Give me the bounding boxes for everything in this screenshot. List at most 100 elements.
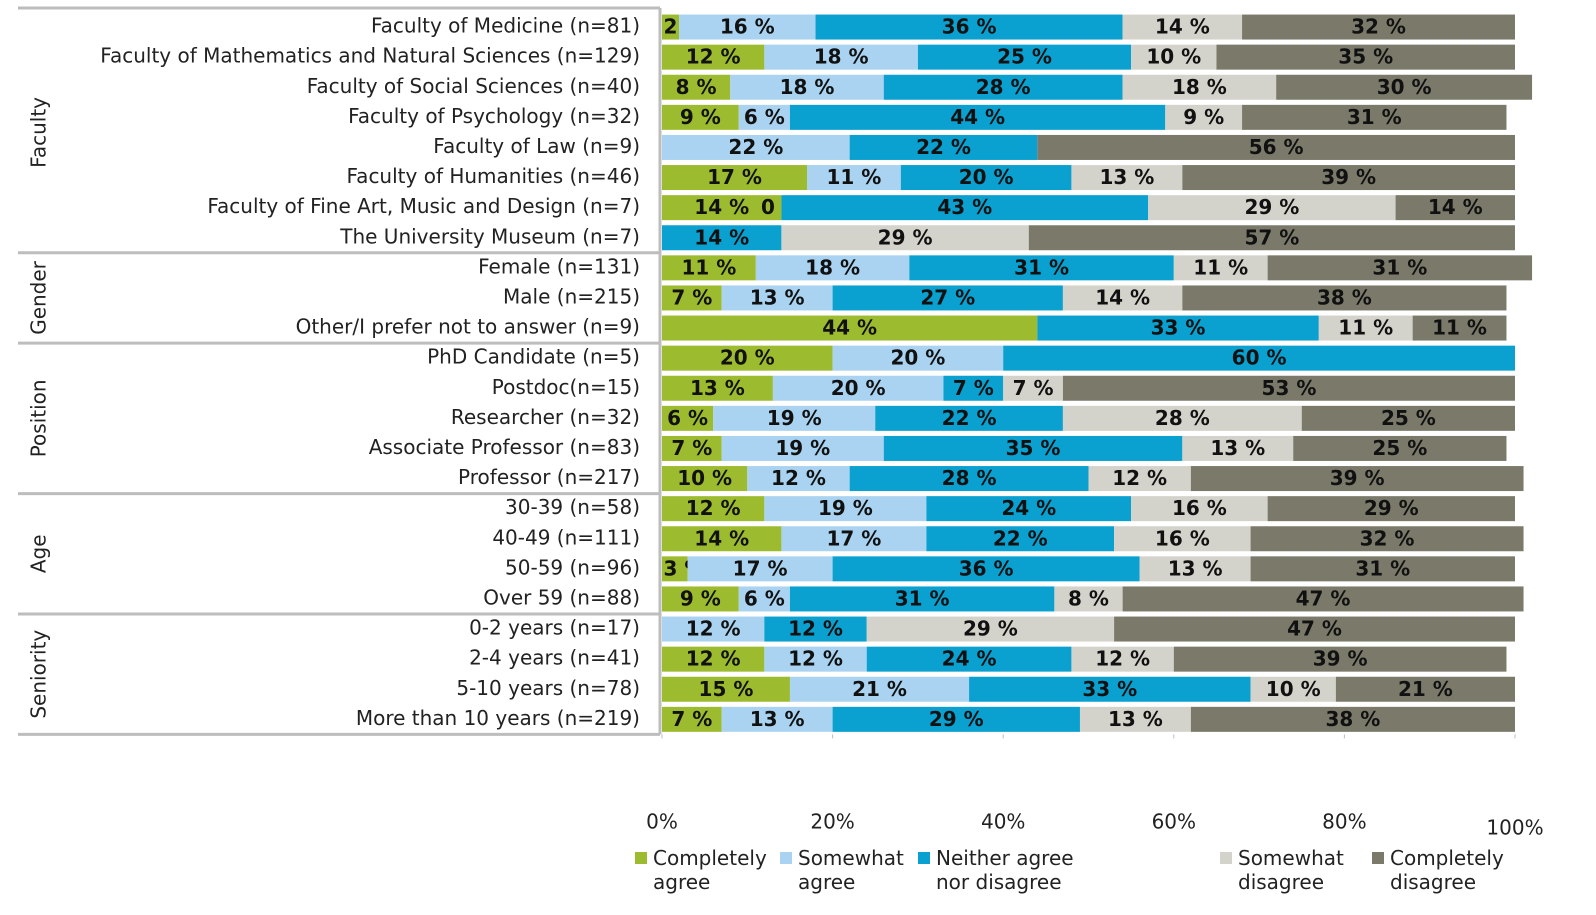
value-label: 36 % xyxy=(959,556,1014,580)
value-label: 35 % xyxy=(1338,45,1393,69)
bar-segment xyxy=(730,74,884,100)
x-tick-label: 100% xyxy=(1486,816,1543,840)
value-label: 7 % xyxy=(1013,376,1054,400)
bar-segment xyxy=(738,104,790,130)
bar-segment xyxy=(1182,435,1294,461)
category-label: Postdoc(n=15) xyxy=(492,375,640,399)
bar-segment xyxy=(662,405,714,431)
value-label: 12 % xyxy=(686,617,741,641)
bar-segment xyxy=(679,14,816,40)
bar-segment xyxy=(926,526,1115,552)
bar-segment xyxy=(866,616,1115,642)
value-label: 8 % xyxy=(1068,586,1109,610)
bar-segment xyxy=(1216,44,1515,70)
value-label: 28 % xyxy=(942,466,997,490)
value-label: 10 % xyxy=(1266,677,1321,701)
value-label: 24 % xyxy=(942,647,997,671)
category-label: 5-10 years (n=78) xyxy=(456,676,640,700)
legend-swatch xyxy=(1372,852,1384,864)
legend-item: Completely agree xyxy=(635,846,775,894)
bar-segment xyxy=(781,225,1029,251)
value-label: 33 % xyxy=(1151,316,1206,340)
bar-segment xyxy=(662,526,782,552)
value-label: 56 % xyxy=(1249,135,1304,159)
value-label: 25 % xyxy=(1381,406,1436,430)
value-label: 57 % xyxy=(1244,225,1299,249)
value-label: 16 % xyxy=(1155,526,1210,550)
bar-segment xyxy=(781,526,927,552)
bar-segment xyxy=(1062,285,1183,311)
bar-segment xyxy=(943,375,1004,401)
value-label: 14 % xyxy=(694,195,749,219)
bar-segment xyxy=(662,134,850,160)
value-label: 13 % xyxy=(1099,165,1154,189)
value-label: 25 % xyxy=(997,45,1052,69)
bar-segment xyxy=(866,646,1072,672)
bar-segment xyxy=(662,435,722,461)
bar-segment xyxy=(1250,676,1336,702)
category-label: 30-39 (n=58) xyxy=(505,495,640,519)
value-label: 16 % xyxy=(1172,496,1227,520)
legend-item: Completely disagree xyxy=(1372,846,1512,894)
chart: Faculty of Medicine (n=81)2 %16 %36 %14 … xyxy=(18,6,1544,840)
value-label: 30 % xyxy=(1377,75,1432,99)
value-label: 18 % xyxy=(814,45,869,69)
bar-segment xyxy=(883,435,1183,461)
bar-segment xyxy=(1182,285,1507,311)
value-label: 22 % xyxy=(916,135,971,159)
bar-segment xyxy=(1173,646,1507,672)
bar-segment xyxy=(662,255,756,281)
value-label: 14 % xyxy=(694,225,749,249)
value-label: 19 % xyxy=(767,406,822,430)
value-label: 13 % xyxy=(690,376,745,400)
legend-item: Neither agree nor disagree xyxy=(918,846,1088,894)
value-label: 18 % xyxy=(1172,75,1227,99)
bar-segment xyxy=(772,375,944,401)
value-label: 21 % xyxy=(1398,677,1453,701)
bar-segment xyxy=(1054,586,1123,612)
category-label: PhD Candidate (n=5) xyxy=(427,345,640,369)
legend-swatch xyxy=(1220,852,1232,864)
value-label: 11 % xyxy=(681,255,736,279)
category-label: 2-4 years (n=41) xyxy=(469,646,640,670)
bar-segment xyxy=(662,74,731,100)
bar-segment xyxy=(687,556,833,582)
bar-segment xyxy=(662,225,782,251)
value-label: 18 % xyxy=(780,75,835,99)
value-label: 11 % xyxy=(1193,255,1248,279)
bar-segment xyxy=(1114,616,1515,642)
value-label: 10 % xyxy=(1146,45,1201,69)
value-label: 16 % xyxy=(720,15,775,39)
value-label: 11 % xyxy=(1338,316,1393,340)
bar-segment xyxy=(764,616,867,642)
bar-segment xyxy=(1062,405,1302,431)
legend-label: Somewhat disagree xyxy=(1238,846,1344,894)
value-label: 6 % xyxy=(667,406,708,430)
category-label: Faculty of Psychology (n=32) xyxy=(348,104,640,128)
value-label: 22 % xyxy=(993,526,1048,550)
bar-segment xyxy=(875,405,1063,431)
value-label: 20 % xyxy=(959,165,1014,189)
value-label: 17 % xyxy=(733,556,788,580)
category-label: 50-59 (n=96) xyxy=(505,555,640,579)
value-label: 44 % xyxy=(950,105,1005,129)
bar-segment xyxy=(1139,556,1251,582)
legend-swatch xyxy=(635,852,647,864)
bar-segment xyxy=(1301,405,1515,431)
bar-segment xyxy=(1131,496,1268,522)
category-label: Associate Professor (n=83) xyxy=(369,435,640,459)
legend-swatch xyxy=(918,852,930,864)
bar-segment xyxy=(832,345,1004,371)
value-label: 31 % xyxy=(1347,105,1402,129)
bar-segment xyxy=(1122,586,1524,612)
bar-segment xyxy=(1003,345,1515,371)
value-label: 28 % xyxy=(1155,406,1210,430)
value-label: 38 % xyxy=(1317,285,1372,309)
value-label: 7 % xyxy=(671,707,712,731)
legend-item: Somewhat disagree xyxy=(1220,846,1360,894)
value-label: 33 % xyxy=(1082,677,1137,701)
bar-segment xyxy=(1071,165,1183,191)
value-label: 20 % xyxy=(720,346,775,370)
category-label: Other/I prefer not to answer (n=9) xyxy=(296,315,640,339)
value-label: 29 % xyxy=(1364,496,1419,520)
